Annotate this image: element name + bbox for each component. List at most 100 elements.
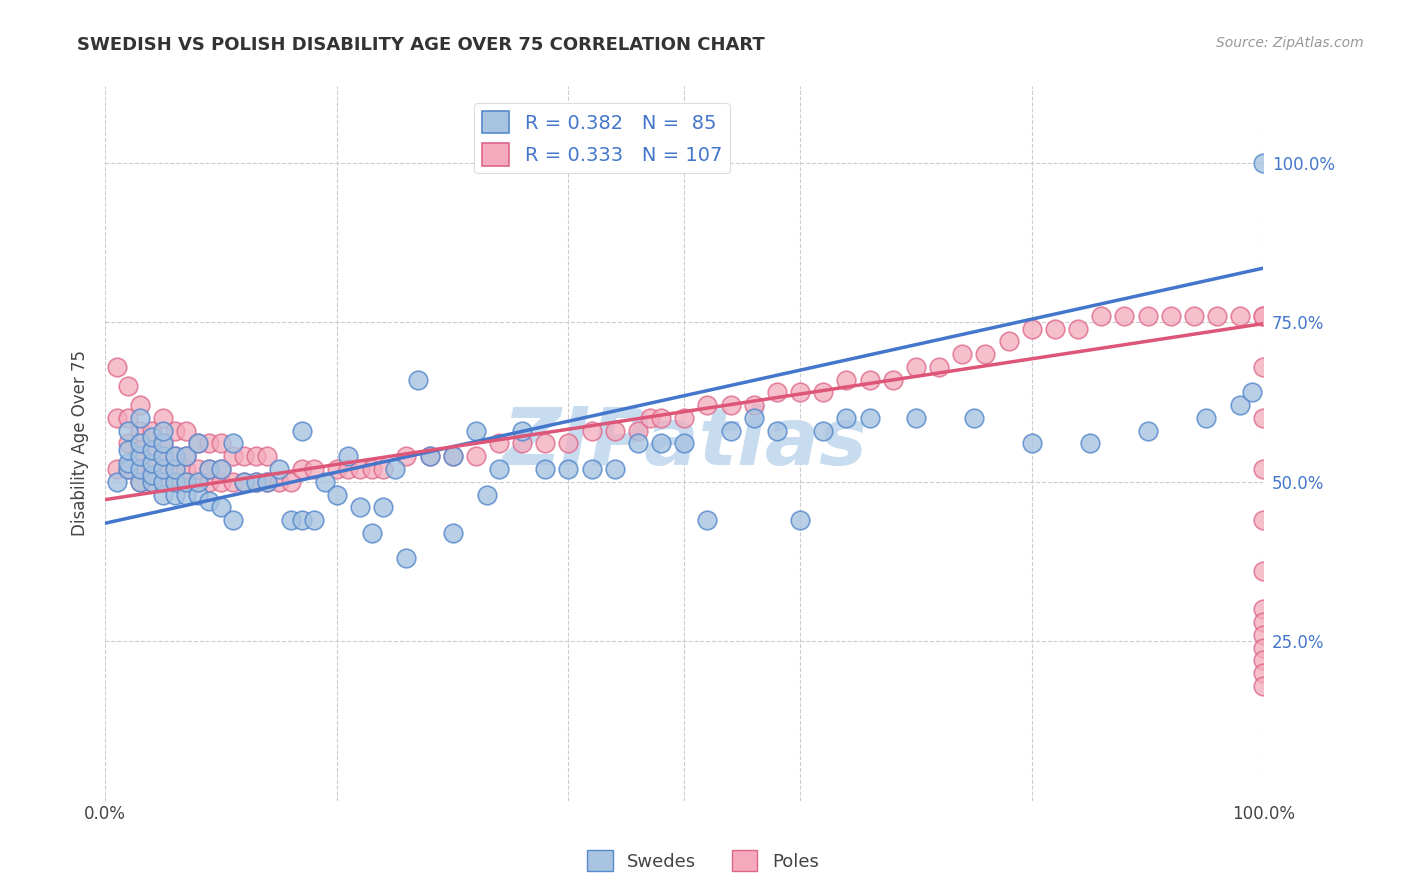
Point	[1253, 640, 1275, 655]
Point	[117, 379, 139, 393]
Point	[1253, 602, 1275, 616]
Point	[129, 442, 152, 457]
Text: Source: ZipAtlas.com: Source: ZipAtlas.com	[1216, 36, 1364, 50]
Point	[209, 436, 232, 450]
Point	[813, 385, 835, 400]
Point	[141, 442, 163, 457]
Point	[117, 462, 139, 476]
Y-axis label: Disability Age Over 75: Disability Age Over 75	[72, 351, 89, 536]
Point	[1253, 653, 1275, 667]
Point	[441, 449, 464, 463]
Point	[534, 462, 557, 476]
Point	[627, 436, 650, 450]
Point	[129, 436, 152, 450]
Point	[209, 500, 232, 515]
Point	[141, 424, 163, 438]
Point	[1229, 309, 1251, 323]
Point	[638, 411, 661, 425]
Point	[209, 475, 232, 489]
Point	[349, 462, 371, 476]
Point	[720, 424, 742, 438]
Point	[187, 436, 209, 450]
Point	[198, 494, 221, 508]
Point	[233, 449, 256, 463]
Point	[187, 436, 209, 450]
Point	[603, 424, 626, 438]
Point	[198, 436, 221, 450]
Point	[373, 500, 395, 515]
Point	[835, 373, 858, 387]
Point	[534, 436, 557, 450]
Point	[1206, 309, 1229, 323]
Point	[163, 449, 186, 463]
Point	[882, 373, 904, 387]
Point	[395, 551, 418, 566]
Point	[1253, 156, 1275, 170]
Point	[835, 411, 858, 425]
Point	[174, 475, 197, 489]
Point	[141, 430, 163, 444]
Point	[245, 449, 267, 463]
Point	[1136, 424, 1159, 438]
Point	[1253, 411, 1275, 425]
Point	[418, 449, 440, 463]
Point	[1114, 309, 1136, 323]
Point	[209, 462, 232, 476]
Point	[129, 424, 152, 438]
Point	[1078, 436, 1101, 450]
Point	[233, 475, 256, 489]
Point	[152, 487, 174, 501]
Point	[997, 334, 1019, 349]
Point	[581, 462, 603, 476]
Point	[174, 449, 197, 463]
Point	[291, 462, 314, 476]
Point	[105, 359, 128, 374]
Point	[337, 462, 360, 476]
Point	[267, 475, 290, 489]
Legend: R = 0.382   N =  85, R = 0.333   N = 107: R = 0.382 N = 85, R = 0.333 N = 107	[474, 103, 730, 173]
Point	[720, 398, 742, 412]
Point	[152, 462, 174, 476]
Point	[650, 436, 672, 450]
Point	[129, 462, 152, 476]
Point	[152, 449, 174, 463]
Point	[1194, 411, 1216, 425]
Point	[221, 513, 243, 527]
Point	[360, 525, 382, 540]
Point	[163, 462, 186, 476]
Point	[314, 475, 336, 489]
Point	[337, 449, 360, 463]
Point	[174, 487, 197, 501]
Point	[418, 449, 440, 463]
Point	[141, 475, 163, 489]
Point	[141, 456, 163, 470]
Point	[696, 513, 718, 527]
Point	[256, 449, 278, 463]
Point	[105, 411, 128, 425]
Point	[233, 475, 256, 489]
Point	[1253, 564, 1275, 578]
Point	[129, 462, 152, 476]
Point	[163, 475, 186, 489]
Point	[152, 475, 174, 489]
Point	[163, 449, 186, 463]
Point	[1182, 309, 1205, 323]
Point	[141, 442, 163, 457]
Point	[963, 411, 986, 425]
Point	[859, 411, 882, 425]
Point	[1067, 321, 1090, 335]
Point	[384, 462, 406, 476]
Point	[117, 442, 139, 457]
Point	[441, 449, 464, 463]
Point	[1253, 679, 1275, 693]
Point	[360, 462, 382, 476]
Point	[291, 424, 314, 438]
Point	[696, 398, 718, 412]
Point	[141, 462, 163, 476]
Point	[904, 411, 927, 425]
Point	[280, 475, 302, 489]
Point	[1253, 309, 1275, 323]
Point	[395, 449, 418, 463]
Point	[302, 462, 325, 476]
Point	[1021, 436, 1043, 450]
